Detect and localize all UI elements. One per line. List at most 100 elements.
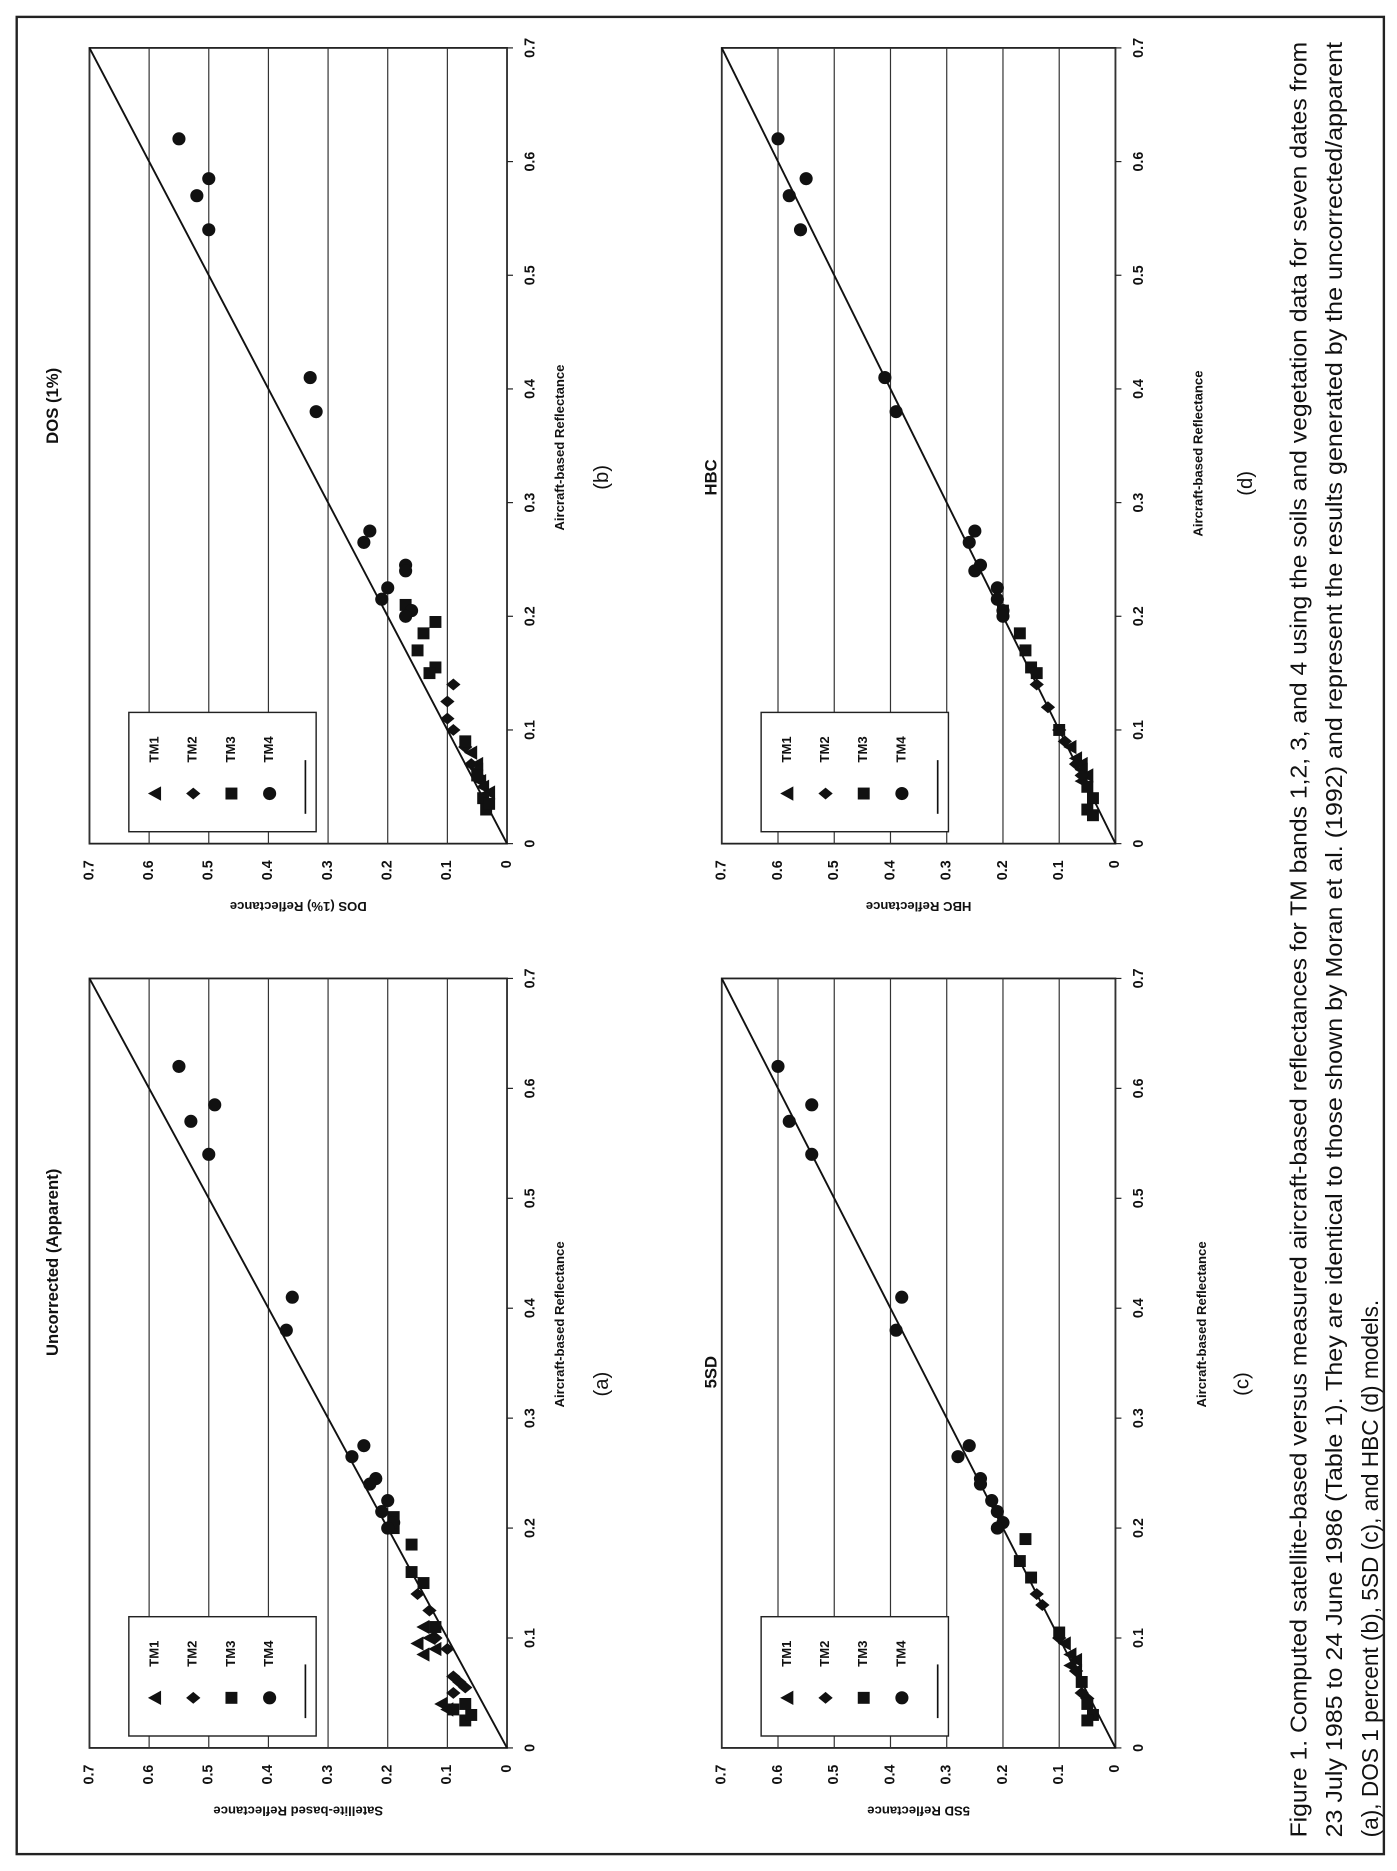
legend-label: TM4 — [893, 736, 908, 763]
chart-title: DOS (1%) — [43, 368, 62, 444]
marker-triangle — [1057, 1636, 1071, 1651]
marker-circle — [399, 609, 413, 623]
x-tick-label: 0.2 — [1131, 1518, 1147, 1538]
y-tick-label: 0.7 — [714, 860, 730, 880]
marker-diamond — [1035, 1599, 1050, 1611]
marker-diamond — [818, 1691, 833, 1704]
marker-circle — [805, 1098, 819, 1112]
marker-circle — [263, 786, 277, 801]
marker-circle — [895, 1691, 909, 1705]
marker-square — [423, 667, 436, 680]
x-tick-label: 0.1 — [523, 720, 539, 740]
y-tick-label: 0.2 — [995, 860, 1011, 880]
marker-circle — [375, 592, 389, 606]
marker-triangle — [1063, 739, 1077, 755]
marker-circle — [357, 535, 371, 549]
marker-square — [471, 769, 484, 782]
legend-label: TM2 — [817, 736, 832, 762]
legend-label: TM4 — [261, 736, 276, 763]
marker-diamond — [818, 787, 833, 800]
y-tick-label: 0.3 — [939, 1765, 955, 1785]
x-tick-label: 0.5 — [1131, 265, 1147, 285]
y-axis-label: Satellite-based Reflectance — [213, 1803, 383, 1818]
marker-square — [1053, 1626, 1066, 1639]
x-tick-label: 0.4 — [1131, 1298, 1147, 1318]
chart-title: 5SD — [702, 1356, 721, 1388]
marker-circle — [962, 535, 976, 549]
marker-circle — [799, 172, 813, 186]
legend-label: TM2 — [185, 1641, 200, 1667]
marker-circle — [805, 1147, 819, 1161]
legend-label: TM2 — [185, 736, 200, 762]
x-tick-label: 0.3 — [1131, 1408, 1147, 1428]
y-tick-label: 0.1 — [1051, 1765, 1067, 1785]
marker-circle — [990, 592, 1004, 606]
marker-circle — [375, 1505, 389, 1519]
y-tick-label: 0.5 — [201, 860, 217, 880]
marker-triangle — [464, 745, 478, 760]
legend-label: TM1 — [779, 736, 794, 762]
marker-circle — [202, 223, 216, 237]
y-tick-label: 0.2 — [380, 1765, 396, 1785]
marker-circle — [889, 1323, 903, 1337]
marker-circle — [363, 524, 377, 538]
marker-circle — [889, 405, 903, 419]
x-tick-label: 0.7 — [523, 38, 539, 58]
y-tick-label: 0.5 — [826, 1765, 842, 1785]
legend-label: TM1 — [779, 1641, 794, 1667]
marker-circle — [895, 1290, 909, 1304]
marker-circle — [771, 132, 785, 146]
marker-square — [1086, 792, 1099, 805]
marker-square — [459, 1697, 472, 1710]
y-tick-label: 0.4 — [882, 860, 898, 880]
x-tick-label: 0 — [1131, 840, 1147, 848]
legend-label: TM3 — [855, 1641, 870, 1667]
y-axis-label: 5SD Reflectance — [867, 1803, 970, 1818]
marker-circle — [878, 371, 892, 385]
legend-label: TM1 — [147, 1641, 162, 1667]
panel-label: (c) — [1231, 1372, 1253, 1396]
marker-square — [225, 787, 238, 800]
y-tick-label: 0.6 — [141, 1765, 157, 1785]
x-tick-label: 0.5 — [1131, 1188, 1147, 1208]
marker-square — [417, 627, 430, 640]
y-tick-label: 0.4 — [882, 1765, 898, 1785]
x-tick-label: 0.5 — [523, 1188, 539, 1208]
marker-triangle — [416, 1647, 430, 1662]
x-tick-label: 0.1 — [1131, 1628, 1147, 1648]
y-axis-label: DOS (1%) Reflectance — [230, 899, 367, 914]
marker-diamond — [446, 1687, 461, 1699]
x-tick-label: 0.4 — [523, 1298, 539, 1318]
marker-square — [405, 1538, 418, 1551]
legend-label: TM1 — [147, 736, 162, 762]
marker-square — [429, 616, 442, 628]
marker-circle — [202, 172, 216, 186]
y-tick-label: 0 — [1107, 1765, 1123, 1773]
panel-label: (a) — [591, 1372, 613, 1397]
y-tick-label: 0.7 — [81, 860, 97, 880]
marker-circle — [962, 1439, 976, 1453]
marker-square — [411, 644, 424, 657]
marker-diamond — [440, 1643, 455, 1655]
marker-diamond — [464, 758, 479, 771]
marker-circle — [172, 132, 186, 146]
marker-square — [1030, 667, 1043, 680]
marker-circle — [990, 581, 1004, 595]
marker-circle — [345, 1450, 359, 1464]
marker-square — [1075, 1676, 1088, 1688]
y-tick-label: 0.5 — [201, 1765, 217, 1785]
marker-circle — [184, 1114, 198, 1128]
x-tick-label: 0.1 — [1131, 720, 1147, 740]
marker-circle — [190, 189, 204, 203]
x-axis-label: Aircraft-based Reflectance — [552, 1241, 567, 1407]
legend-label: TM3 — [223, 736, 238, 762]
one-to-one-line — [720, 978, 1117, 1749]
marker-triangle — [416, 1619, 430, 1635]
x-axis-label: Aircraft-based Reflectance — [552, 365, 567, 531]
marker-triangle — [780, 1690, 794, 1705]
rotated-page: 0 0.1 0.2 0.3 0.4 0.5 0.6 0.7 0 0.1 0.2 0.3 0.4 0.5 0.… — [43, 38, 1383, 1837]
caption-line: 23 July 1985 to 24 June 1986 (Table 1). … — [1321, 41, 1347, 1837]
marker-circle — [279, 1323, 293, 1337]
